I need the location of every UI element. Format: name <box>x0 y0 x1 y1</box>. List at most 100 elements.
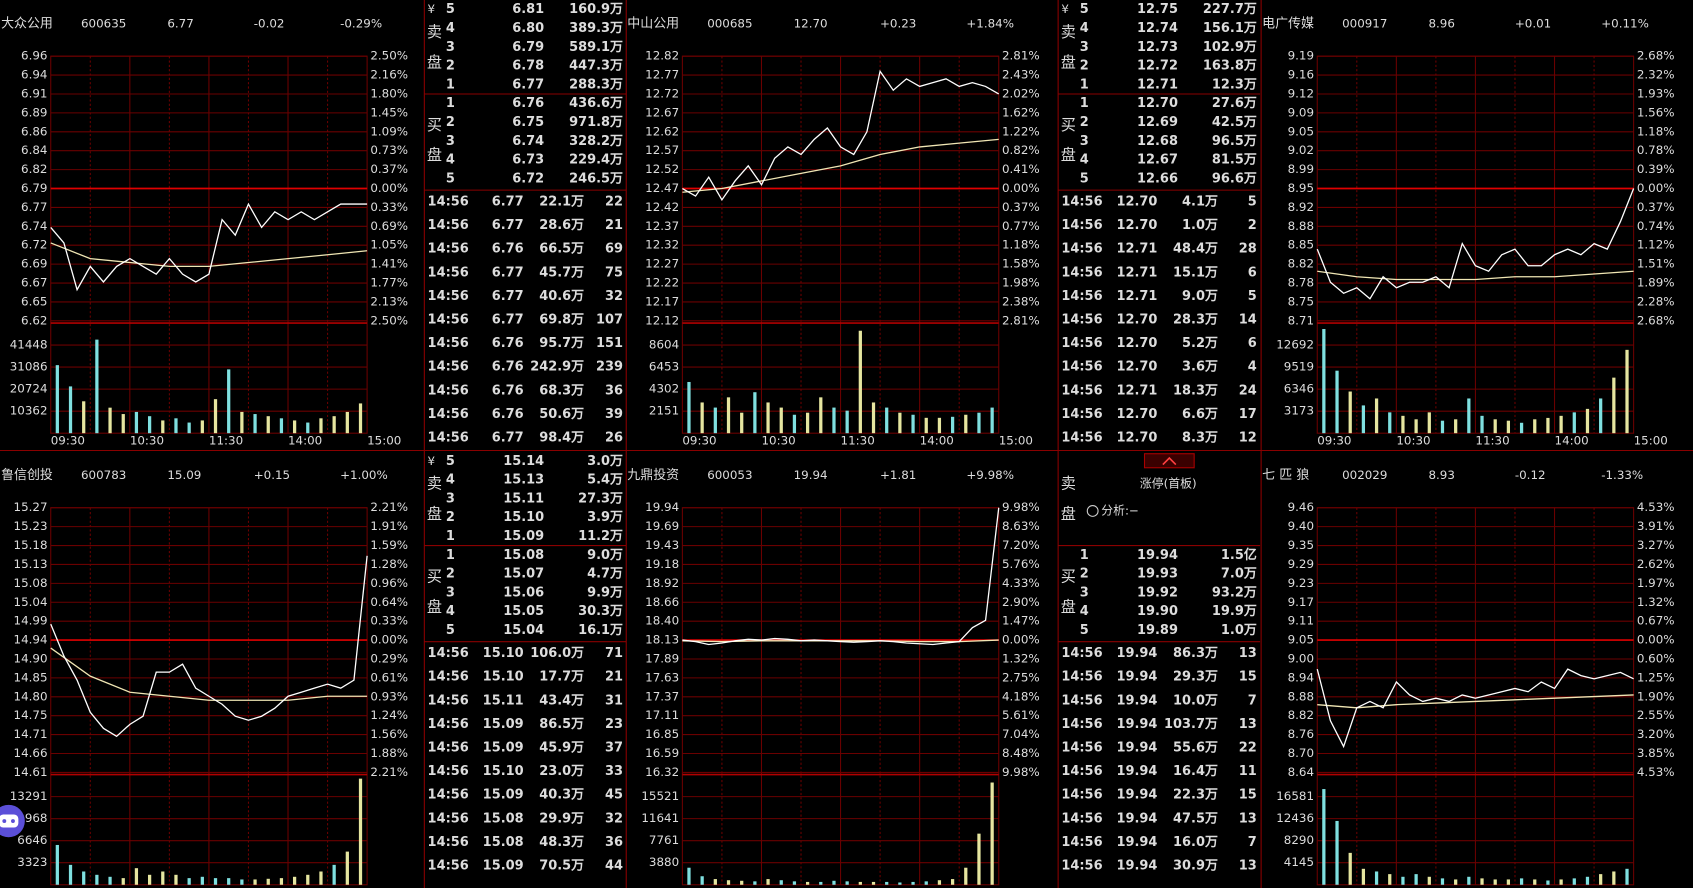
volume-bar <box>108 407 112 434</box>
trade-count: 23 <box>605 717 623 732</box>
stock-price: 6.77 <box>167 16 193 30</box>
assistant-eye[interactable] <box>11 819 15 823</box>
price-label: 19.18 <box>645 557 679 571</box>
price-label: 6.77 <box>21 200 47 214</box>
volume-bar <box>1427 412 1431 434</box>
pct-label: 2.62% <box>1637 557 1675 571</box>
volume-bar <box>319 418 323 434</box>
trade-count: 107 <box>596 313 623 328</box>
volume-bar <box>1506 420 1511 434</box>
trade-volume: 45.9万 <box>539 740 584 755</box>
book-price: 6.81 <box>512 2 544 17</box>
volume-bar <box>345 411 349 434</box>
trade-time: 14:56 <box>428 242 469 257</box>
trade-volume: 106.0万 <box>530 646 584 661</box>
book-price: 12.69 <box>1137 115 1178 130</box>
level: 5 <box>446 454 455 469</box>
stock-name: 电广传媒 <box>1262 16 1314 31</box>
time-label: 10:30 <box>130 433 164 447</box>
trade-count: 6 <box>1248 336 1257 351</box>
toggle-box[interactable] <box>1143 453 1195 469</box>
volume-bar <box>1599 874 1603 885</box>
pct-label: 1.18% <box>1637 124 1675 138</box>
trade-time: 14:56 <box>428 407 469 422</box>
volume-bar <box>55 365 59 434</box>
price-label: 18.66 <box>645 595 679 609</box>
trade-volume: 18.3万 <box>1173 383 1218 398</box>
price-label: 8.82 <box>1288 257 1314 271</box>
limit-up-toggle[interactable] <box>1143 453 1195 469</box>
volume-bar <box>1467 398 1471 434</box>
volume-bar <box>200 420 204 434</box>
volume-label: 9519 <box>1284 360 1314 374</box>
level: 5 <box>1080 2 1089 17</box>
book-price: 19.94 <box>1137 548 1178 563</box>
level: 3 <box>1080 40 1089 55</box>
book-price: 12.66 <box>1137 171 1178 186</box>
volume-bar <box>279 418 284 434</box>
trade-price: 19.94 <box>1116 764 1157 779</box>
pct-label: 2.68% <box>1637 49 1675 63</box>
volume-bar <box>700 402 704 434</box>
toggle-arrow[interactable] <box>1162 456 1177 466</box>
trade-count: 32 <box>605 811 623 826</box>
level: 3 <box>1080 585 1089 600</box>
analysis: 分析:− <box>1101 503 1139 517</box>
trade-price: 6.76 <box>492 383 524 398</box>
stock-code: 600635 <box>81 16 126 30</box>
book-price: 6.78 <box>512 59 544 74</box>
trade-count: 11 <box>1239 764 1257 779</box>
price-label: 12.12 <box>645 313 679 327</box>
price-label: 12.62 <box>645 124 679 138</box>
trade-price: 12.71 <box>1116 289 1157 304</box>
level: 2 <box>1080 567 1089 582</box>
pct-label: 3.91% <box>1637 519 1675 533</box>
trade-count: 75 <box>605 265 623 280</box>
trade-price: 19.94 <box>1116 811 1157 826</box>
trade-volume: 55.6万 <box>1173 740 1218 755</box>
trade-time: 14:56 <box>428 289 469 304</box>
trade-count: 151 <box>596 336 623 351</box>
price-line <box>1316 188 1635 300</box>
trade-time: 14:56 <box>428 764 469 779</box>
pct-label: 0.00% <box>1002 181 1040 195</box>
volume-bar <box>1414 419 1418 434</box>
currency: ¥ <box>1061 2 1069 16</box>
volume-bar <box>147 874 152 885</box>
pct-label: 0.37% <box>1637 200 1675 214</box>
volume-bar <box>1572 878 1576 885</box>
price-label: 12.82 <box>645 49 679 63</box>
volume-bar <box>1480 415 1484 434</box>
assistant-eye[interactable] <box>2 819 7 823</box>
volume-bar <box>227 878 231 885</box>
level: 1 <box>446 96 455 111</box>
pct-label: 0.96% <box>370 576 408 590</box>
pct-label: 5.61% <box>1002 708 1040 722</box>
buy-label: 买盘 <box>1058 568 1076 629</box>
price-label: 8.71 <box>1288 313 1314 327</box>
volume-bar <box>845 881 849 885</box>
assistant-icon[interactable] <box>0 804 25 838</box>
price-label: 6.82 <box>21 162 47 176</box>
trade-time: 14:56 <box>1061 788 1102 803</box>
trade-volume: 3.6万 <box>1182 360 1218 375</box>
book-price: 12.67 <box>1137 153 1178 168</box>
assistant-face[interactable] <box>0 814 19 828</box>
level: 3 <box>446 491 455 506</box>
volume-bar <box>187 878 191 885</box>
time-label: 09:30 <box>51 433 85 447</box>
volume-bar <box>200 876 204 885</box>
stock-name: 鲁信创投 <box>1 467 53 483</box>
volume-label: 6453 <box>649 360 679 374</box>
volume-label: 12436 <box>1276 811 1314 825</box>
volume-bar <box>1533 419 1537 434</box>
level: 1 <box>1080 548 1089 563</box>
pct-label: 2.81% <box>1002 313 1040 327</box>
volume-label: 4302 <box>649 382 679 396</box>
trade-count: 239 <box>596 360 623 375</box>
trade-volume: 48.3万 <box>539 835 584 850</box>
stock-pct: +1.00% <box>340 468 388 482</box>
book-volume: 19.9万 <box>1212 604 1257 619</box>
pct-label: 0.00% <box>1002 633 1040 647</box>
trade-price: 12.70 <box>1116 360 1157 375</box>
